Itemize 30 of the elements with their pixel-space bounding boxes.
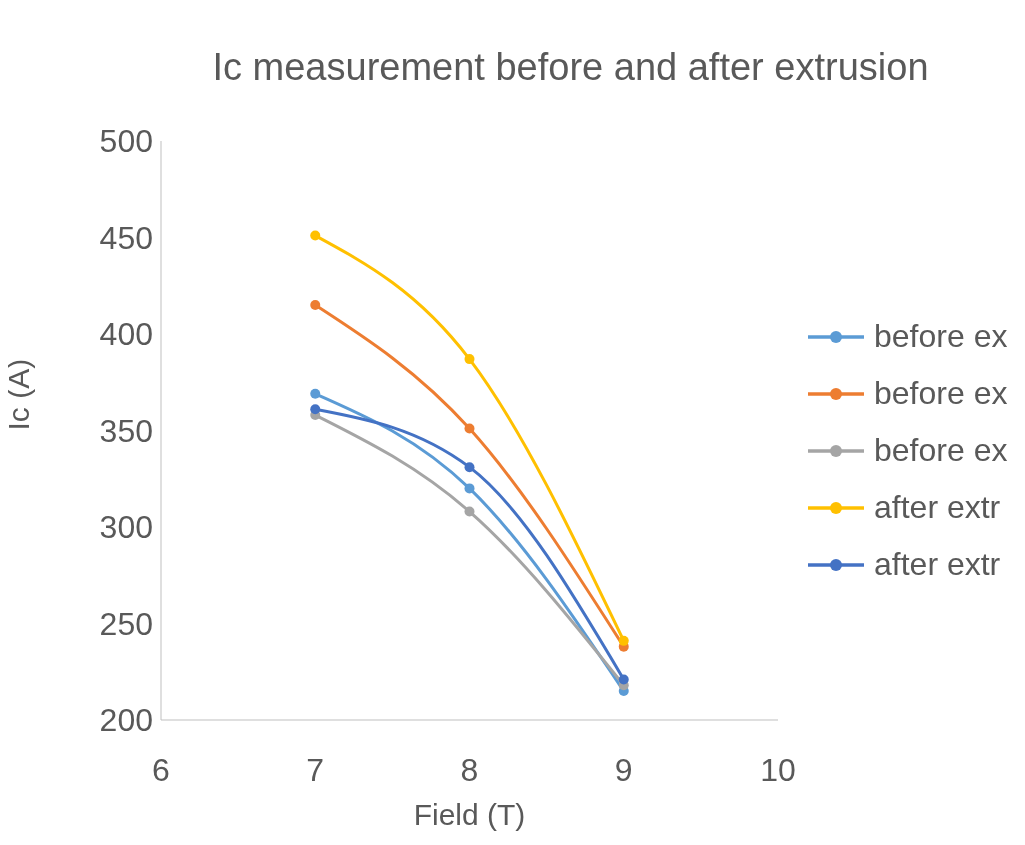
y-tick-label: 450	[99, 219, 153, 256]
x-tick-label: 7	[306, 751, 325, 788]
x-tick-label: 8	[460, 751, 479, 788]
point	[464, 483, 475, 494]
legend-label: before ex	[874, 432, 1008, 469]
point	[310, 388, 321, 399]
point	[464, 462, 475, 473]
point	[310, 300, 321, 311]
point	[310, 404, 321, 415]
point	[618, 635, 629, 646]
x-axis-title: Field (T)	[413, 798, 526, 832]
y-tick-label: 350	[99, 412, 153, 449]
point	[618, 674, 629, 685]
y-tick-label: 300	[99, 509, 153, 545]
x-tick-label: 10	[760, 751, 796, 788]
y-tick-label: 400	[99, 316, 153, 352]
point	[310, 230, 321, 241]
x-tick-label: 6	[152, 751, 170, 788]
y-tick-label: 500	[99, 123, 153, 159]
point	[464, 506, 475, 517]
chart-title: Ic measurement before and after extrusion	[211, 46, 930, 89]
legend-label: before ex	[874, 318, 1008, 355]
x-tick-label: 9	[614, 751, 633, 788]
legend-label: after extr	[874, 489, 1001, 526]
y-tick-label: 200	[99, 702, 153, 738]
point	[464, 423, 475, 434]
legend-label: after extr	[874, 546, 1001, 583]
y-tick-label: 250	[99, 605, 153, 642]
legend-label: before ex	[874, 375, 1008, 412]
point	[464, 354, 475, 365]
